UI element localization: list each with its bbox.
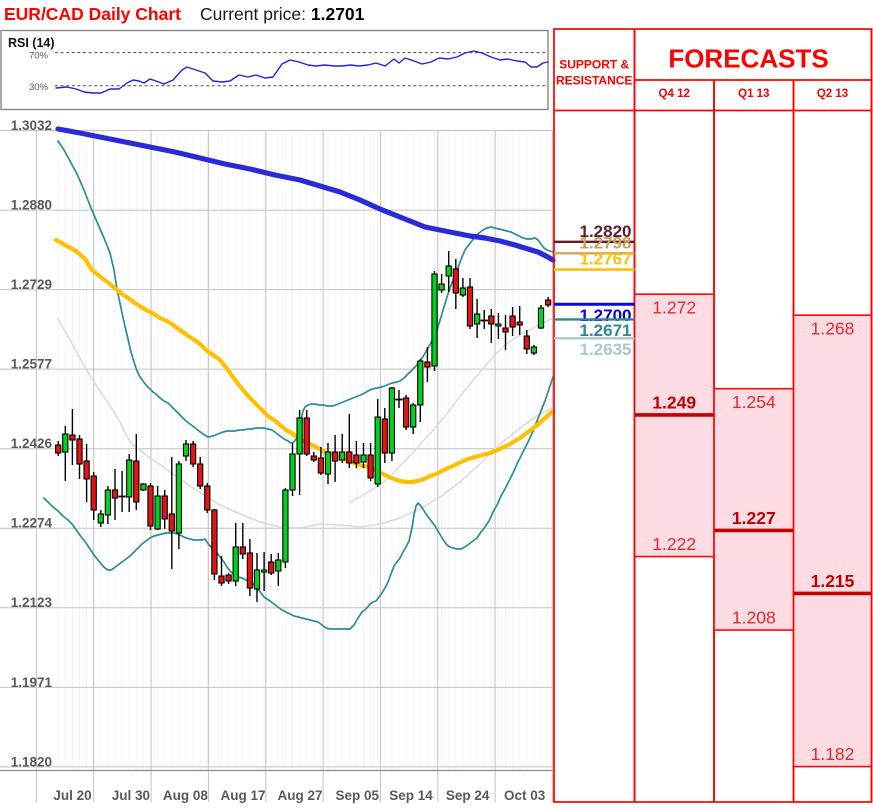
svg-text:1.268: 1.268 <box>811 318 855 338</box>
svg-text:1.2577: 1.2577 <box>11 357 52 372</box>
svg-text:1.2820: 1.2820 <box>580 222 632 241</box>
svg-text:Sep 24: Sep 24 <box>446 788 490 803</box>
svg-text:1.2274: 1.2274 <box>11 516 53 531</box>
svg-text:1.215: 1.215 <box>811 571 855 591</box>
svg-text:1.1971: 1.1971 <box>11 675 53 690</box>
svg-text:30%: 30% <box>29 82 49 93</box>
svg-text:1.2426: 1.2426 <box>11 436 53 451</box>
svg-text:Aug 17: Aug 17 <box>220 788 265 803</box>
svg-text:1.208: 1.208 <box>732 608 776 628</box>
svg-text:1.2671: 1.2671 <box>580 321 632 340</box>
svg-text:1.254: 1.254 <box>732 392 776 412</box>
svg-text:1.182: 1.182 <box>811 744 855 764</box>
svg-text:Q2 13: Q2 13 <box>817 88 848 100</box>
svg-text:1.2635: 1.2635 <box>580 340 632 359</box>
svg-text:Jul 30: Jul 30 <box>112 788 150 803</box>
svg-text:RSI (14): RSI (14) <box>8 36 55 50</box>
svg-text:Sep 05: Sep 05 <box>336 788 380 803</box>
svg-text:RESISTANCE: RESISTANCE <box>556 74 632 88</box>
svg-text:SUPPORT &: SUPPORT & <box>559 58 629 72</box>
svg-text:1.1820: 1.1820 <box>11 754 52 769</box>
svg-text:1.3032: 1.3032 <box>11 118 52 133</box>
svg-text:Q1 13: Q1 13 <box>738 88 769 100</box>
svg-text:1.2767: 1.2767 <box>580 250 632 269</box>
svg-text:Oct 03: Oct 03 <box>504 788 546 803</box>
svg-text:Jul 20: Jul 20 <box>53 788 91 803</box>
svg-text:EUR/CAD Daily Chart: EUR/CAD Daily Chart <box>4 4 181 24</box>
svg-text:1.249: 1.249 <box>652 392 696 412</box>
svg-text:1.2123: 1.2123 <box>11 595 53 610</box>
svg-text:Aug 27: Aug 27 <box>277 788 322 803</box>
svg-text:FORECASTS: FORECASTS <box>668 44 828 74</box>
svg-text:1.272: 1.272 <box>652 297 696 317</box>
svg-text:Q4 12: Q4 12 <box>659 88 690 100</box>
svg-text:Aug 08: Aug 08 <box>163 788 209 803</box>
svg-text:Sep 14: Sep 14 <box>389 788 433 803</box>
svg-text:1.222: 1.222 <box>652 534 696 554</box>
svg-text:1.227: 1.227 <box>732 508 776 528</box>
svg-text:1.2729: 1.2729 <box>11 277 52 292</box>
svg-text:70%: 70% <box>29 51 49 62</box>
svg-text:1.2880: 1.2880 <box>11 197 52 212</box>
svg-text:Current price: 1.2701: Current price: 1.2701 <box>200 4 365 24</box>
svg-text:1.2798: 1.2798 <box>580 233 632 252</box>
